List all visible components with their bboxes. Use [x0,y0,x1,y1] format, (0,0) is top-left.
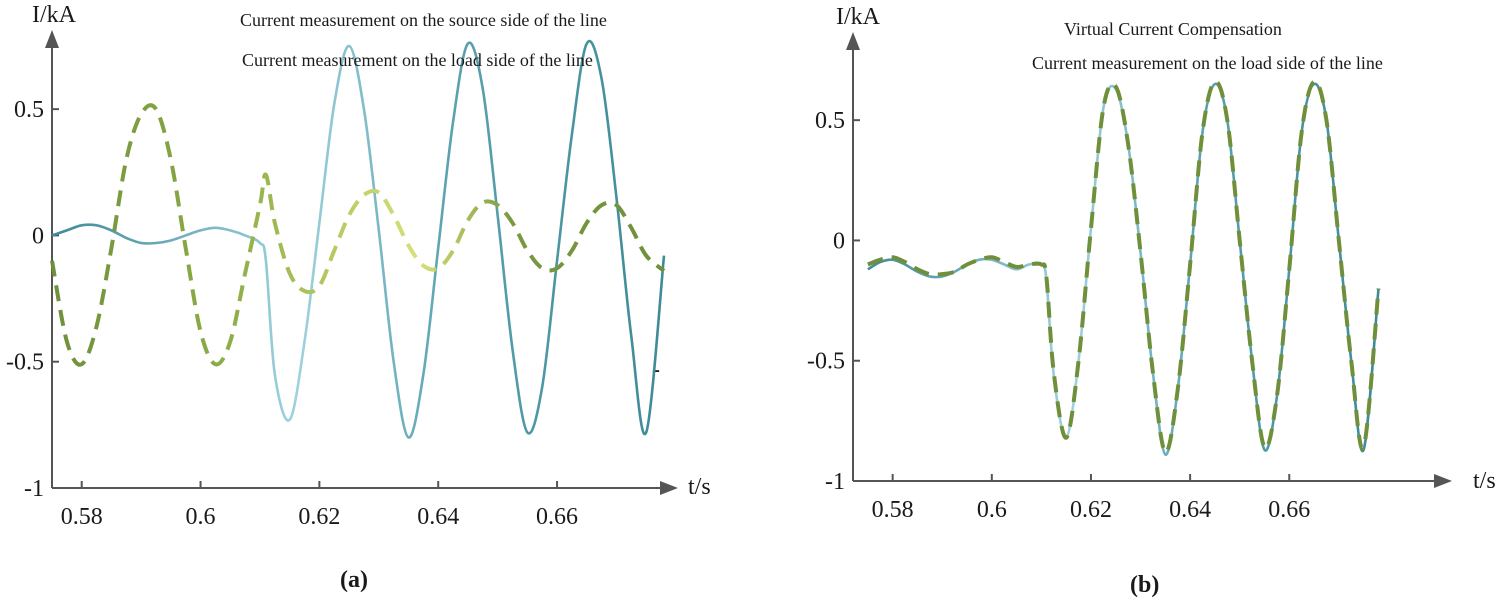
panel-a-series-solid-line [51,39,666,439]
panel-a-x-tick-label: 0.62 [298,504,340,530]
legend-b-compensation-label: Virtual Current Compensation [1064,19,1282,39]
panel-a-series-dashed-line [50,103,666,367]
panel-a-y-axis-arrow [45,30,59,48]
panel-a-y-tick-label: -0.5 [6,350,44,376]
panel-b-x-tick-label: 0.62 [1070,497,1112,523]
panel-a-x-tick-label: 0.66 [536,504,578,530]
panel-a-x-tick-label: 0.64 [417,504,459,530]
legend-a-load-label: Current measurement on the load side of … [242,50,593,70]
panel-b-x-axis-arrow [1434,474,1452,488]
panel-b-y-tick-label: 0 [833,228,845,254]
panel-b-y-axis-arrow [846,32,860,50]
panel-b-series-dashed-line [867,79,1381,455]
panel-a-y-label: I/kA [32,2,77,28]
panel-a-legend: Current measurement on the source side o… [108,10,607,70]
panel-b-x-tick-label: 0.64 [1169,497,1211,523]
panel-b-y-label: I/kA [836,4,881,30]
panel-a-x-tick-label: 0.6 [186,504,216,530]
panel-a-x-tick-label: 0.58 [61,504,103,530]
panel-a-y-tick-label: -1 [24,476,44,502]
panel-b-y-tick-label: 0.5 [815,108,845,134]
panel-b-ticks: 0.58 0.6 0.62 0.64 0.66 -1 -0.5 0 0.5 [807,108,1310,523]
panel-b-x-tick-label: 0.66 [1268,497,1310,523]
panel-b: I/kA t/s 0.58 0.6 0.62 0.64 0.66 -1 -0.5 0 0.5 V… [807,4,1496,598]
panel-b-y-tick-label: -1 [825,469,845,495]
panel-a-y-tick-label: 0 [32,223,44,249]
panel-b-x-tick-label: 0.6 [977,497,1007,523]
panel-a-axes: I/kA t/s - [32,2,711,500]
legend-a-source-label: Current measurement on the source side o… [240,10,607,30]
panel-a-x-axis-arrow [660,481,678,495]
panel-b-x-label: t/s [1473,468,1496,494]
panel-a-label: (a) [340,567,368,593]
panel-b-legend: Virtual Current Compensation Current mea… [925,19,1383,73]
panel-a-series [50,39,666,439]
panel-a-minus-mark: - [652,357,660,383]
panel-a-x-label: t/s [688,474,711,500]
panel-b-x-tick-label: 0.58 [872,497,914,523]
panel-a-y-tick-label: 0.5 [14,97,44,123]
panel-b-y-tick-label: -0.5 [807,349,845,375]
panel-b-label: (b) [1130,572,1159,598]
panel-a: I/kA t/s - 0.58 0.6 0.62 0.64 0.66-1-0.500.5… [6,2,711,593]
legend-b-load-label: Current measurement on the load side of … [1032,53,1383,73]
panel-b-axes: I/kA t/s [836,4,1496,494]
panel-a-ticks: 0.58 0.6 0.62 0.64 0.66 -1 -0.5 0 0.5 [6,97,578,530]
panel-b-series [867,79,1381,456]
